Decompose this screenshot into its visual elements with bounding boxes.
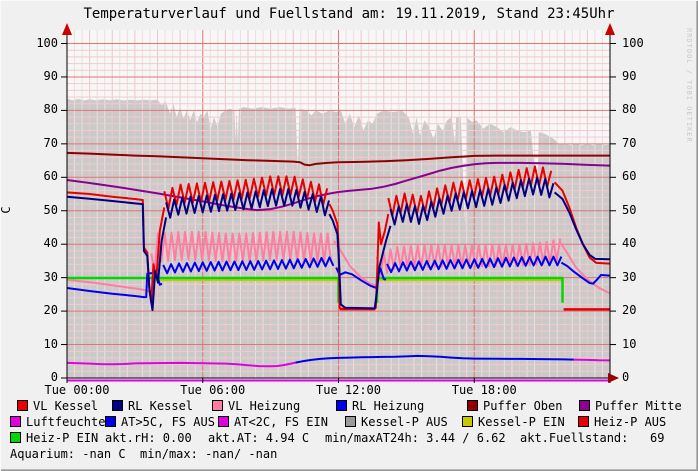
legend-swatch: [10, 416, 21, 427]
legend-swatch: [212, 400, 223, 411]
x-axis-arrow: [608, 373, 619, 383]
legend-swatch: [578, 416, 589, 427]
series-at-ueber: [295, 354, 574, 364]
legend-label: Heiz-P EIN: [26, 431, 99, 445]
y-tick-label-right: 30: [622, 269, 637, 284]
legend-label: Heiz-P AUS: [594, 415, 667, 429]
legend-label: Kessel-P EIN: [478, 415, 565, 429]
x-tick-label: Tue 06:00: [180, 383, 246, 397]
legend-label: Kessel-P AUS: [361, 415, 448, 429]
y-axis-arrow-right: [605, 23, 615, 35]
y-tick-label-right: 50: [622, 202, 637, 217]
x-tick-label: Tue 18:00: [451, 383, 517, 397]
y-tick-label-right: 100: [622, 35, 644, 50]
legend-row: Luftfeuchte AT>5C, FS AUS AT<2C, FS EIN Kes…: [0, 415, 698, 430]
legend-swatch: [17, 400, 28, 411]
legend-row: Heiz-P EIN akt.rH: 0.00 akt.AT: 4.94 C min/…: [0, 431, 698, 446]
aquarium-stat: Aquarium: -nan C min/max: -nan/ -nan: [10, 447, 278, 461]
y-tick-label-left: 0: [50, 370, 58, 384]
legend-swatch: [10, 432, 21, 443]
legend-label: Puffer Mitte: [595, 399, 682, 413]
y-tick-label-left: 50: [43, 202, 58, 217]
legend-swatch: [467, 400, 478, 411]
y-tick-label-left: 70: [43, 135, 58, 150]
y-tick-label-right: 60: [622, 169, 637, 184]
chart-title: Temperaturverlauf und Fuellstand am: 19.…: [83, 6, 615, 22]
series-rl-kessel: [66, 176, 611, 312]
legend-swatch: [336, 400, 347, 411]
legend-swatch: [579, 400, 590, 411]
legend-label: Puffer Oben: [483, 399, 563, 413]
legend-label: AT<2C, FS EIN: [234, 415, 328, 429]
y-tick-label-right: 20: [622, 303, 637, 318]
y-tick-label-left: 90: [43, 68, 58, 83]
legend-label: RL Kessel: [128, 399, 194, 413]
legend-swatch: [345, 416, 356, 427]
y-tick-label-right: 90: [622, 68, 637, 83]
y-axis-arrow-left: [62, 23, 72, 35]
x-tick-label: Tue 00:00: [44, 383, 110, 397]
legend-stat: akt.AT: 4.94 C: [208, 431, 310, 445]
y-tick-label-left: 60: [43, 169, 58, 184]
legend-label: RL Heizung: [352, 399, 425, 413]
legend-stat: min/maxAT24h: 3.44 / 6.62: [325, 431, 506, 445]
y-tick-label-left: 80: [43, 102, 58, 117]
y-tick-label-right: 0: [622, 370, 630, 384]
legend-swatch: [112, 400, 123, 411]
series-puffer-oben: [66, 151, 610, 167]
legend-swatch: [218, 416, 229, 427]
y-tick-label-right: 40: [622, 236, 637, 251]
legend-label: Luftfeuchte: [26, 415, 106, 429]
y-tick-label-right: 70: [622, 135, 637, 150]
axes: [61, 23, 619, 383]
y-tick-label-left: 100: [36, 35, 58, 50]
y-tick-label-right: 80: [622, 102, 637, 117]
legend-swatch: [105, 416, 116, 427]
y-tick-label-right: 10: [622, 336, 637, 351]
y-tick-label-left: 40: [43, 236, 58, 251]
legend-label: VL Kessel: [33, 399, 99, 413]
legend-swatch: [462, 416, 473, 427]
legend-label: VL Heizung: [228, 399, 301, 413]
legend-label: AT>5C, FS AUS: [121, 415, 215, 429]
y-tick-label-left: 20: [43, 303, 58, 318]
x-tick-label: Tue 12:00: [315, 383, 382, 397]
legend-stat: akt.Fuellstand: 69: [520, 431, 665, 445]
y-tick-label-left: 10: [43, 336, 58, 351]
legend-row: Aquarium: -nan C min/max: -nan/ -nan: [0, 447, 698, 462]
y-tick-label-left: 30: [43, 269, 58, 284]
series-at-unter: [66, 358, 611, 368]
legend-stat: akt.rH: 0.00: [105, 431, 192, 445]
legend-row: VL Kessel RL Kessel VL Heizung RL Heizung Pu…: [0, 399, 698, 414]
